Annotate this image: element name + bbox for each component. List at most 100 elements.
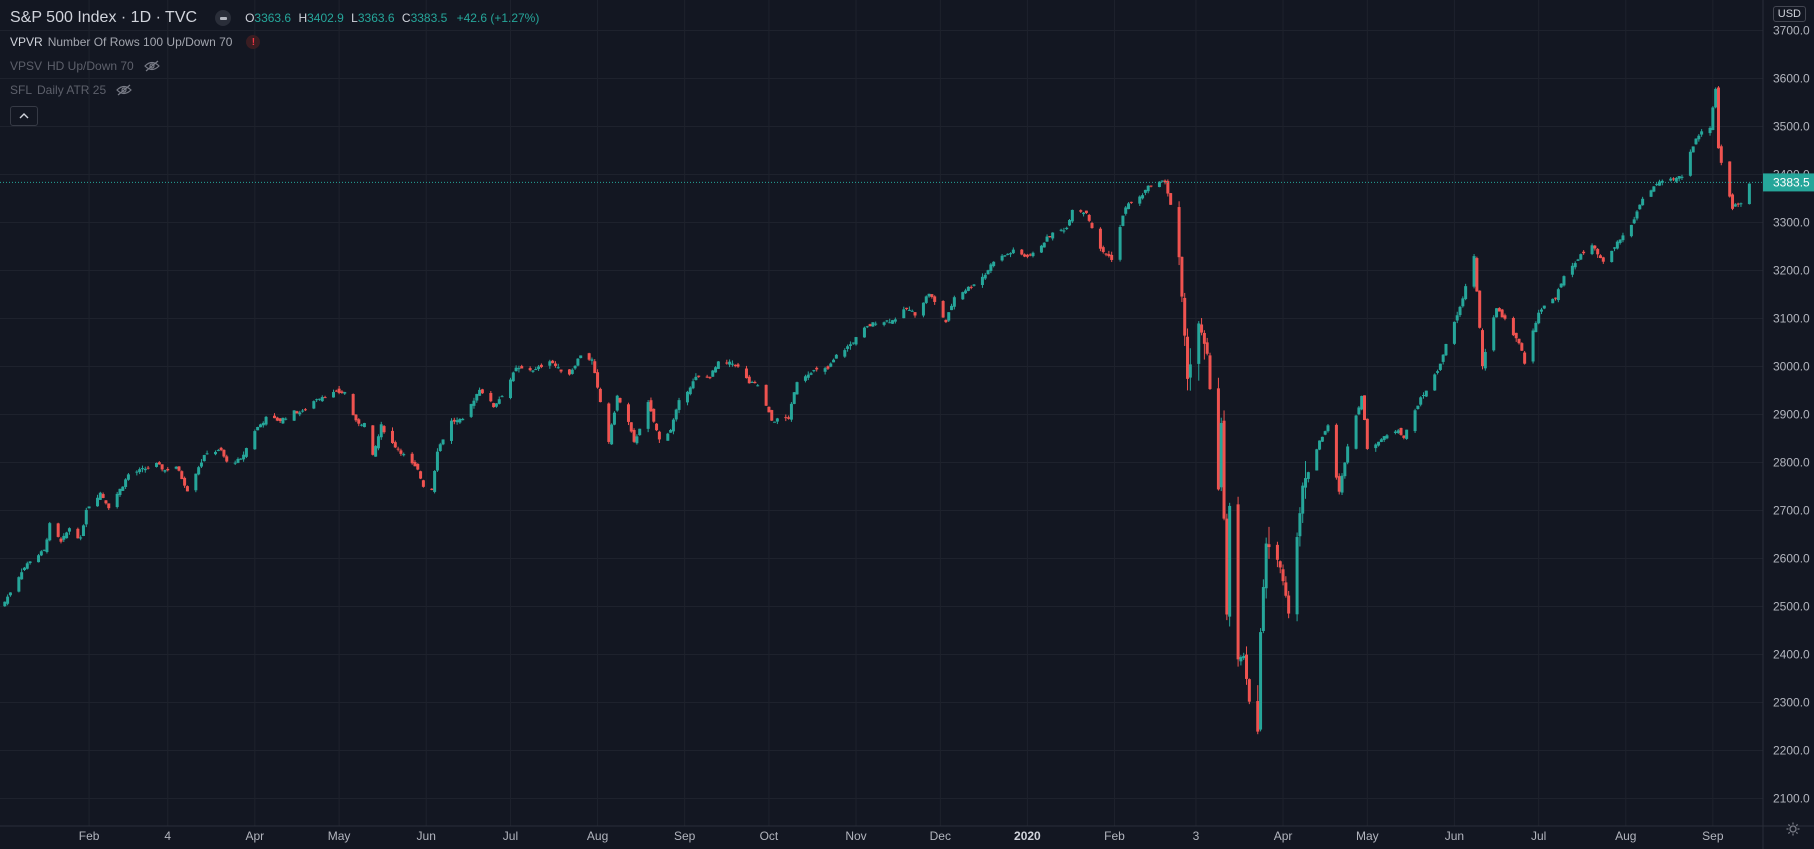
candle bbox=[140, 465, 144, 473]
currency-button[interactable]: USD bbox=[1772, 6, 1806, 22]
candle bbox=[396, 446, 400, 452]
candle bbox=[1416, 405, 1420, 410]
candle bbox=[784, 414, 788, 422]
candle bbox=[579, 355, 583, 359]
candle bbox=[1065, 226, 1069, 230]
candle bbox=[1121, 215, 1125, 227]
candle bbox=[528, 366, 532, 372]
candle bbox=[570, 368, 574, 375]
candle bbox=[278, 418, 282, 423]
candle bbox=[652, 408, 656, 423]
candle bbox=[331, 389, 335, 398]
candle bbox=[1009, 252, 1013, 258]
eye-off-icon[interactable] bbox=[116, 84, 133, 96]
candle bbox=[121, 486, 125, 491]
time-axis[interactable]: Feb 4 Apr May Jun Jul Aug Sep Oct Nov Dec 2020 Feb 3 A… bbox=[0, 825, 1814, 843]
candle bbox=[716, 361, 720, 369]
candle bbox=[1708, 126, 1712, 136]
candle bbox=[438, 442, 442, 452]
candle bbox=[320, 395, 324, 402]
candle bbox=[143, 466, 147, 473]
candle bbox=[1160, 180, 1164, 183]
open-value: 3363.6 bbox=[254, 11, 292, 25]
price-axis[interactable]: 2100.0 2200.0 2300.0 2400.0 2500.0 2600.0 2700… bbox=[1762, 0, 1810, 849]
candle bbox=[792, 392, 796, 405]
candle bbox=[410, 452, 414, 465]
warning-icon[interactable]: ! bbox=[246, 35, 261, 49]
candle bbox=[1562, 275, 1566, 287]
candles bbox=[3, 86, 1751, 735]
candle bbox=[107, 503, 111, 510]
candle bbox=[244, 447, 248, 459]
candle bbox=[1385, 434, 1389, 440]
candle bbox=[587, 352, 591, 361]
time-tick-label: 2020 bbox=[1014, 829, 1041, 843]
candle bbox=[950, 303, 954, 311]
candle bbox=[1736, 202, 1740, 208]
indicator-row-vpsv[interactable]: VPSV HD Up/Down 70 bbox=[10, 54, 539, 78]
candle bbox=[1475, 256, 1479, 292]
candle bbox=[1638, 204, 1642, 210]
minus-icon[interactable] bbox=[215, 10, 232, 26]
candle bbox=[357, 418, 361, 427]
candle bbox=[576, 358, 580, 367]
candle bbox=[1455, 311, 1459, 324]
candle bbox=[334, 389, 338, 392]
candle bbox=[1363, 395, 1367, 421]
candle bbox=[1202, 330, 1206, 360]
candle bbox=[1219, 417, 1223, 492]
candle bbox=[1006, 253, 1010, 256]
candle bbox=[1458, 305, 1462, 318]
candle bbox=[921, 302, 925, 318]
candle bbox=[183, 476, 187, 488]
candle bbox=[455, 417, 459, 425]
candle bbox=[56, 522, 60, 538]
candle bbox=[374, 445, 378, 457]
candle bbox=[6, 594, 10, 606]
indicator-row-sfl[interactable]: SFL Daily ATR 25 bbox=[10, 78, 539, 102]
candle bbox=[281, 417, 285, 424]
settings-gear-icon[interactable] bbox=[1786, 822, 1800, 841]
candle bbox=[927, 293, 931, 298]
candle bbox=[551, 359, 555, 364]
candle bbox=[96, 494, 100, 507]
candle bbox=[1452, 321, 1456, 345]
eye-off-icon[interactable] bbox=[143, 60, 160, 72]
candle bbox=[1629, 224, 1633, 238]
candle bbox=[1261, 579, 1265, 634]
candle bbox=[851, 342, 855, 345]
candle bbox=[992, 261, 996, 268]
indicator-row-vpvr[interactable]: VPVR Number Of Rows 100 Up/Down 70 ! bbox=[10, 30, 539, 54]
candle bbox=[1011, 247, 1015, 255]
candle bbox=[1163, 179, 1167, 185]
candle bbox=[1365, 418, 1369, 450]
candle bbox=[1641, 196, 1645, 206]
candle bbox=[371, 425, 375, 456]
collapse-legend-button[interactable] bbox=[10, 106, 38, 126]
candle bbox=[174, 466, 178, 470]
candle bbox=[1031, 251, 1035, 258]
candle bbox=[1500, 308, 1504, 318]
candle bbox=[1655, 182, 1659, 186]
candle bbox=[874, 321, 878, 326]
candle bbox=[202, 454, 206, 462]
time-tick-label: Jun bbox=[417, 829, 436, 843]
candle bbox=[1436, 369, 1440, 375]
price-tick-label: 3300.0 bbox=[1773, 216, 1810, 230]
candle bbox=[253, 429, 257, 450]
candle bbox=[1579, 253, 1583, 261]
price-tick-label: 3700.0 bbox=[1773, 24, 1810, 38]
candle bbox=[1677, 176, 1681, 182]
indicator-params: Number Of Rows 100 Up/Down 70 bbox=[47, 35, 233, 49]
candle bbox=[1714, 87, 1718, 109]
candle bbox=[8, 592, 12, 597]
candle bbox=[1747, 183, 1751, 205]
candle bbox=[711, 369, 715, 377]
low-label: L bbox=[351, 11, 358, 25]
candle bbox=[48, 521, 52, 542]
time-tick-label: Sep bbox=[674, 829, 696, 843]
price-tick-label: 2100.0 bbox=[1773, 792, 1810, 806]
symbol-title[interactable]: S&P 500 Index · 1D · TVC bbox=[10, 9, 198, 26]
candle bbox=[399, 448, 403, 456]
